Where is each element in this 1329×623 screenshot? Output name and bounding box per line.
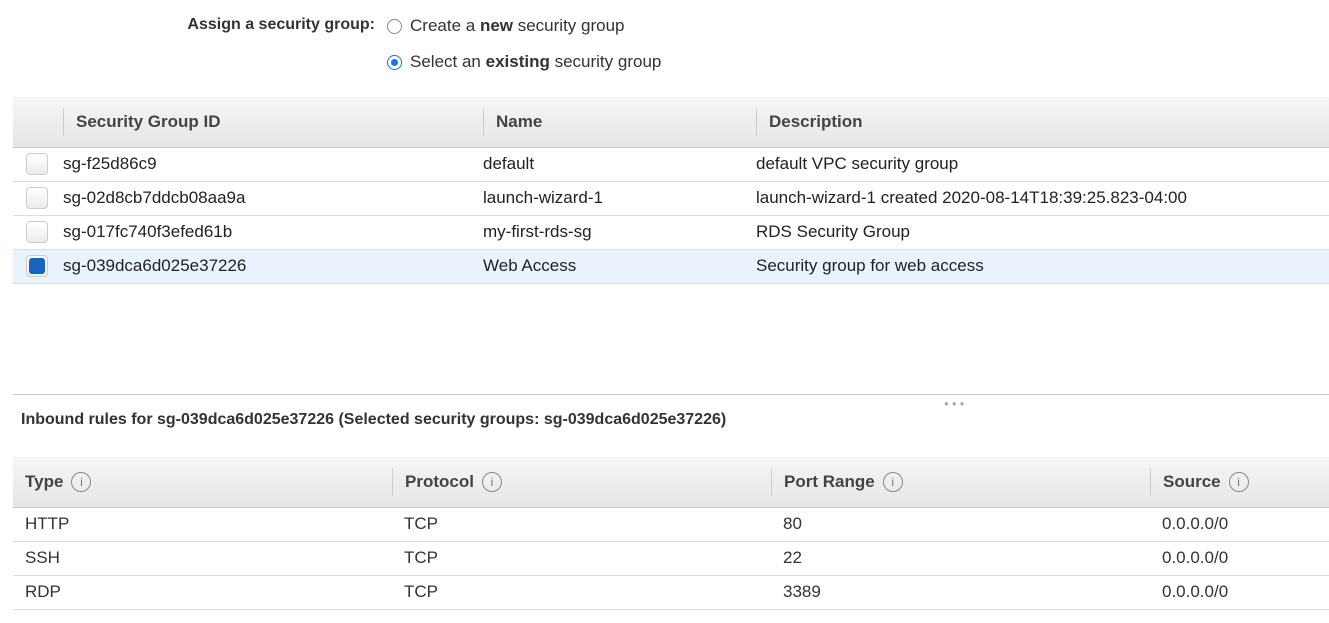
- assign-security-group-label: Assign a security group:: [187, 16, 375, 33]
- rule-protocol: TCP: [392, 575, 771, 610]
- column-label: Type: [25, 471, 64, 491]
- inbound-rules-title: Inbound rules for sg-039dca6d025e37226 (…: [21, 411, 727, 428]
- group-id: sg-017fc740f3efed61b: [63, 215, 483, 250]
- radio-label-bold: new: [479, 16, 513, 35]
- column-header[interactable]: Name: [483, 97, 756, 148]
- row-checkbox[interactable]: [26, 221, 48, 243]
- rule-type: RDP: [13, 575, 392, 610]
- rule-type: SSH: [13, 541, 392, 576]
- rule-type: HTTP: [13, 507, 392, 542]
- row-checkbox[interactable]: [26, 187, 48, 209]
- group-description: launch-wizard-1 created 2020-08-14T18:39…: [756, 181, 1329, 216]
- column-header: Protocol i: [392, 457, 771, 508]
- radio-label: Create a: [410, 16, 480, 35]
- table-row[interactable]: sg-039dca6d025e37226 Web Access Security…: [13, 249, 1329, 284]
- table-row: RDP TCP 3389 0.0.0.0/0: [13, 575, 1329, 610]
- table-row[interactable]: sg-f25d86c9 default default VPC security…: [13, 147, 1329, 182]
- checkbox-cell[interactable]: [13, 147, 63, 182]
- column-header: Port Range i: [771, 457, 1150, 508]
- rule-protocol: TCP: [392, 541, 771, 576]
- rule-source: 0.0.0.0/0: [1150, 575, 1329, 610]
- column-header: Type i: [13, 457, 392, 508]
- rule-source: 0.0.0.0/0: [1150, 541, 1329, 576]
- rule-port-range: 80: [771, 507, 1150, 542]
- column-header[interactable]: Security Group ID: [63, 97, 483, 148]
- radio-select-existing[interactable]: Select an existing security group: [387, 52, 661, 72]
- checkbox-cell[interactable]: [13, 249, 63, 284]
- table-row: HTTP TCP 80 0.0.0.0/0: [13, 507, 1329, 542]
- radio-button[interactable]: [387, 54, 402, 70]
- row-checkbox[interactable]: [26, 153, 48, 175]
- group-name: default: [483, 147, 756, 182]
- info-icon[interactable]: i: [71, 472, 92, 493]
- radio-label-bold: existing: [485, 52, 550, 71]
- info-icon[interactable]: i: [882, 472, 903, 493]
- info-icon[interactable]: i: [481, 472, 502, 493]
- column-label: Port Range: [784, 471, 875, 491]
- group-description: Security group for web access: [756, 249, 1329, 284]
- column-label: Protocol: [405, 471, 474, 491]
- column-header[interactable]: Description: [756, 97, 1329, 148]
- rule-protocol: TCP: [392, 507, 771, 542]
- group-name: launch-wizard-1: [483, 181, 756, 216]
- group-id: sg-f25d86c9: [63, 147, 483, 182]
- group-id: sg-02d8cb7ddcb08aa9a: [63, 181, 483, 216]
- radio-label: security group: [513, 16, 625, 35]
- select-column-header: [13, 97, 63, 148]
- table-row: SSH TCP 22 0.0.0.0/0: [13, 541, 1329, 576]
- checkbox-cell[interactable]: [13, 215, 63, 250]
- rule-port-range: 3389: [771, 575, 1150, 610]
- pane-divider[interactable]: [13, 394, 1329, 395]
- group-name: Web Access: [483, 249, 756, 284]
- table-row[interactable]: sg-02d8cb7ddcb08aa9a launch-wizard-1 lau…: [13, 181, 1329, 216]
- radio-button[interactable]: [387, 18, 402, 34]
- group-id: sg-039dca6d025e37226: [63, 249, 483, 284]
- column-label: Source: [1163, 471, 1221, 491]
- security-groups-table: Security Group ID Name Description sg-f2…: [13, 97, 1329, 284]
- resize-handle-icon[interactable]: ●●●: [944, 399, 968, 408]
- radio-create-new[interactable]: Create a new security group: [387, 16, 625, 36]
- column-header: Source i: [1150, 457, 1329, 508]
- inbound-rules-table: Type i Protocol i Port Range i Source i HTTP TCP…: [13, 457, 1329, 610]
- row-checkbox[interactable]: [26, 255, 48, 277]
- table-row[interactable]: sg-017fc740f3efed61b my-first-rds-sg RDS…: [13, 215, 1329, 250]
- checkbox-cell[interactable]: [13, 181, 63, 216]
- rule-source: 0.0.0.0/0: [1150, 507, 1329, 542]
- group-description: default VPC security group: [756, 147, 1329, 182]
- radio-label: Select an: [410, 52, 486, 71]
- group-description: RDS Security Group: [756, 215, 1329, 250]
- group-name: my-first-rds-sg: [483, 215, 756, 250]
- info-icon[interactable]: i: [1228, 472, 1249, 493]
- radio-label: security group: [549, 52, 662, 71]
- rule-port-range: 22: [771, 541, 1150, 576]
